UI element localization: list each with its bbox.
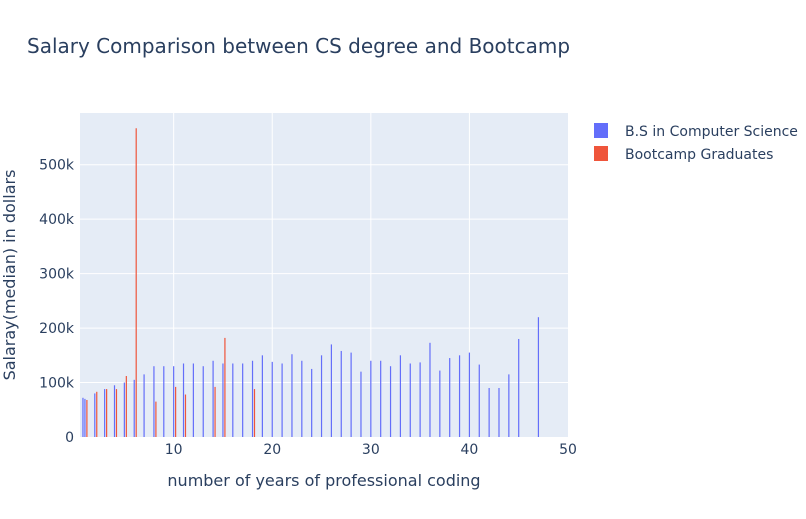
bar-cs[interactable]	[311, 368, 313, 437]
y-tick-label: 0	[65, 430, 74, 446]
bar-bootcamp[interactable]	[86, 399, 88, 437]
bar-cs[interactable]	[222, 363, 224, 437]
legend-swatch-bootcamp	[594, 146, 608, 161]
bar-cs[interactable]	[419, 362, 421, 437]
bar-bootcamp[interactable]	[224, 337, 226, 437]
bar-bootcamp[interactable]	[106, 389, 108, 437]
bar-cs[interactable]	[350, 352, 352, 437]
bar-cs[interactable]	[182, 363, 185, 437]
bar-bootcamp[interactable]	[135, 128, 137, 437]
bar-cs[interactable]	[82, 397, 84, 437]
x-tick-label: 20	[263, 442, 281, 458]
x-tick-label: 50	[559, 442, 577, 458]
bar-cs[interactable]	[271, 361, 273, 437]
bar-bootcamp[interactable]	[184, 394, 187, 437]
bar-cs[interactable]	[173, 366, 175, 437]
bar-cs[interactable]	[104, 389, 106, 437]
bar-cs[interactable]	[508, 374, 510, 437]
bar-cs[interactable]	[518, 338, 520, 437]
x-tick-label: 10	[165, 442, 183, 458]
legend-swatch-cs	[594, 123, 608, 138]
bar-cs[interactable]	[281, 363, 283, 437]
bar-cs[interactable]	[498, 387, 500, 437]
bar-cs[interactable]	[320, 355, 323, 437]
bar-cs[interactable]	[429, 342, 431, 437]
bar-cs[interactable]	[468, 352, 471, 437]
bar-cs[interactable]	[212, 360, 214, 437]
bar-cs[interactable]	[202, 366, 204, 437]
x-tick-label: 40	[461, 442, 479, 458]
bar-cs[interactable]	[449, 358, 451, 437]
bar-cs[interactable]	[478, 364, 480, 437]
legend-label-bootcamp: Bootcamp Graduates	[625, 147, 773, 163]
y-tick-label: 400k	[39, 212, 75, 228]
bar-cs[interactable]	[232, 363, 234, 437]
bar-bootcamp[interactable]	[175, 386, 177, 437]
bar-cs[interactable]	[143, 374, 145, 437]
y-tick-label: 100k	[39, 376, 75, 392]
bar-bootcamp[interactable]	[214, 386, 216, 437]
y-tick-label: 300k	[39, 267, 75, 283]
bar-cs[interactable]	[340, 350, 342, 437]
bar-cs[interactable]	[389, 366, 392, 437]
bar-bootcamp[interactable]	[96, 391, 98, 437]
x-tick-label: 30	[362, 442, 380, 458]
bar-cs[interactable]	[380, 360, 382, 437]
bar-bootcamp[interactable]	[155, 401, 157, 437]
bar-cs[interactable]	[370, 360, 372, 437]
bar-bootcamp[interactable]	[115, 389, 118, 437]
bar-bootcamp[interactable]	[253, 389, 256, 437]
bar-cs[interactable]	[261, 355, 263, 437]
bar-cs[interactable]	[163, 366, 165, 437]
bar-cs[interactable]	[251, 360, 254, 437]
bar-cs[interactable]	[409, 363, 411, 437]
bar-cs[interactable]	[113, 385, 116, 437]
bar-cs[interactable]	[133, 379, 135, 437]
bar-cs[interactable]	[301, 360, 303, 437]
x-axis-ticks: 10 20 30 40 50	[165, 442, 577, 458]
legend-item-cs[interactable]: B.S in Computer Science	[594, 123, 798, 140]
bar-cs[interactable]	[458, 355, 461, 437]
x-axis-title: number of years of professional coding	[167, 471, 480, 490]
bar-cs[interactable]	[439, 370, 441, 437]
legend-label-cs: B.S in Computer Science	[625, 124, 798, 140]
bars	[82, 128, 540, 437]
bar-cs[interactable]	[360, 371, 362, 437]
chart-title: Salary Comparison between CS degree and …	[27, 34, 570, 58]
bar-bootcamp[interactable]	[125, 376, 127, 437]
legend-item-bootcamp[interactable]: Bootcamp Graduates	[594, 146, 773, 163]
y-axis-title: Salaray(median) in dollars	[0, 170, 19, 381]
legend: B.S in Computer Science Bootcamp Graduat…	[594, 123, 798, 163]
plot-background	[80, 113, 568, 437]
y-axis-ticks: 0 100k 200k 300k 400k 500k	[39, 158, 75, 446]
gridlines	[80, 113, 568, 437]
bar-cs[interactable]	[242, 363, 244, 437]
bar-cs[interactable]	[488, 387, 490, 437]
bar-cs[interactable]	[330, 344, 332, 437]
bar-cs[interactable]	[94, 393, 96, 437]
bar-cs[interactable]	[153, 366, 155, 437]
bar-cs[interactable]	[123, 382, 125, 437]
y-tick-label: 200k	[39, 321, 75, 337]
bar-cs[interactable]	[291, 354, 293, 437]
y-tick-label: 500k	[39, 158, 75, 174]
bar-cs[interactable]	[537, 317, 540, 437]
bar-cs[interactable]	[399, 355, 402, 437]
bar-cs[interactable]	[84, 398, 86, 437]
bar-cs[interactable]	[192, 363, 194, 437]
